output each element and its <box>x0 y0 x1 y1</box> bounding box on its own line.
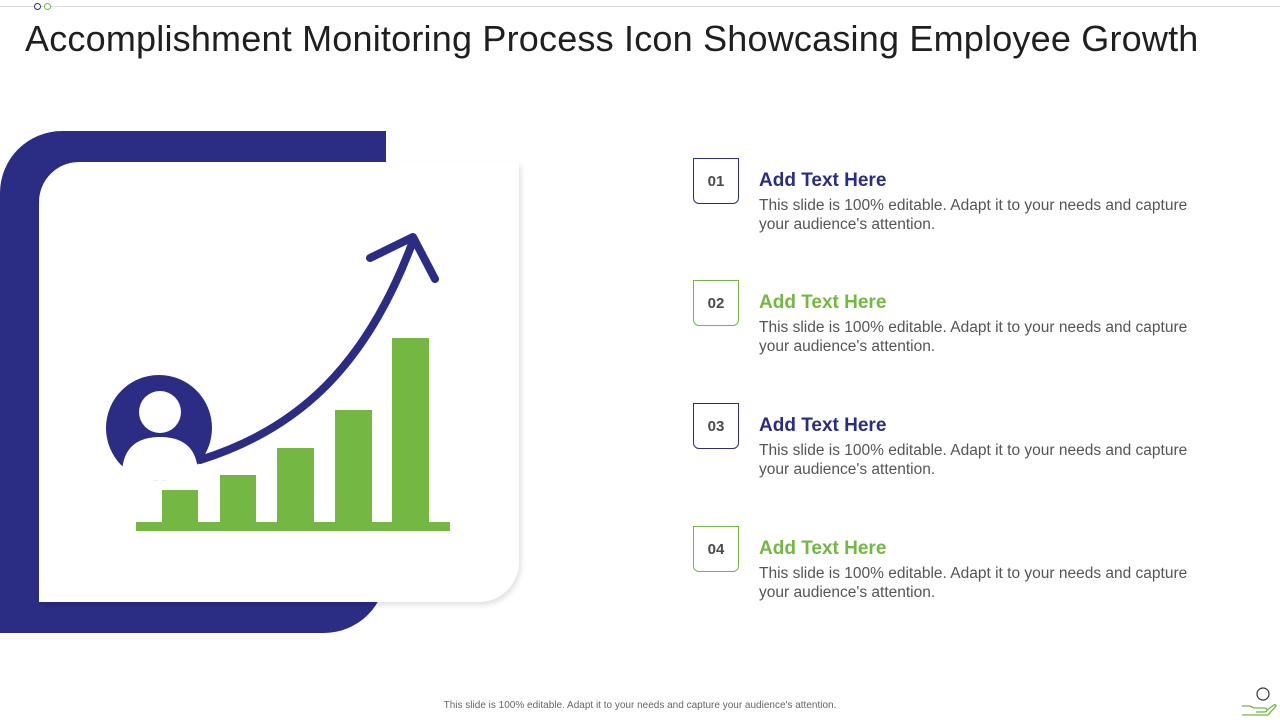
item-heading: Add Text Here <box>759 170 887 191</box>
person-avatar-icon <box>106 375 212 481</box>
bar-4 <box>335 410 372 523</box>
number-badge: 01 <box>693 158 739 204</box>
number-badge: 03 <box>693 403 739 449</box>
item-heading: Add Text Here <box>759 538 887 559</box>
hand-holding-person-icon <box>1242 687 1277 716</box>
top-divider <box>0 6 1280 7</box>
bar-1 <box>162 490 198 523</box>
item-body: This slide is 100% editable. Adapt it to… <box>759 442 1188 478</box>
footer-note: This slide is 100% editable. Adapt it to… <box>443 700 837 711</box>
number-badge: 02 <box>693 280 739 326</box>
item-heading: Add Text Here <box>759 292 887 313</box>
item-body: This slide is 100% editable. Adapt it to… <box>759 319 1188 355</box>
bar-5 <box>392 338 429 523</box>
item-heading: Add Text Here <box>759 415 887 436</box>
employee-growth-chart-icon <box>106 233 450 531</box>
decorative-dot-green <box>44 3 51 10</box>
growth-arrow-icon <box>196 237 417 464</box>
slide-title: Accomplishment Monitoring Process Icon S… <box>25 18 1199 59</box>
list-item-3: 03 Add Text Here This slide is 100% edit… <box>693 403 1233 493</box>
decorative-dot-blue <box>34 3 41 10</box>
list-item-4: 04 Add Text Here This slide is 100% edit… <box>693 526 1233 616</box>
item-body: This slide is 100% editable. Adapt it to… <box>759 565 1188 601</box>
list-item-1: 01 Add Text Here This slide is 100% edit… <box>693 158 1233 248</box>
bar-2 <box>220 475 256 523</box>
item-body: This slide is 100% editable. Adapt it to… <box>759 197 1188 233</box>
chart-baseline <box>136 522 450 531</box>
bar-3 <box>277 448 314 523</box>
list-item-2: 02 Add Text Here This slide is 100% edit… <box>693 280 1233 370</box>
number-badge: 04 <box>693 526 739 572</box>
arrow-head-icon <box>366 233 439 283</box>
